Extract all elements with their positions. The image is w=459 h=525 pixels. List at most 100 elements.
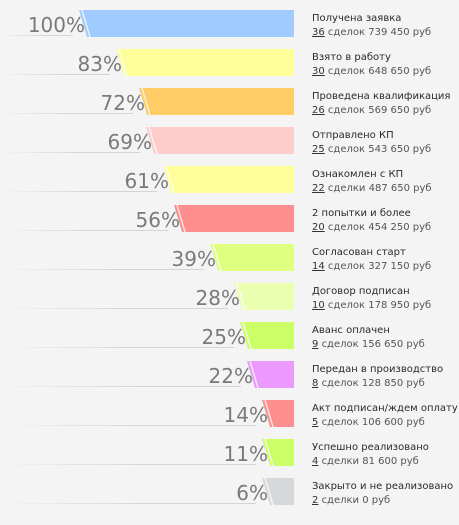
stage-bar-shape <box>247 361 294 388</box>
stage-baseline <box>0 503 256 504</box>
stage-bar-shape <box>79 10 294 37</box>
stage-count-link[interactable]: 25 <box>312 144 325 155</box>
stage-summary: 25 сделок 543 650 руб <box>312 144 431 156</box>
stage-title: Передан в производство <box>312 364 444 375</box>
funnel-stage: 56% 2 попытки и более 20 сделок 454 250 ру… <box>0 198 459 237</box>
funnel-stage: 22% Передан в производство 8 сделок 128 85… <box>0 354 459 393</box>
stage-bar <box>146 127 294 154</box>
stage-title: 2 попытки и более <box>312 208 411 219</box>
stage-details: сделки 0 руб <box>321 495 391 506</box>
stage-details: сделок 543 650 руб <box>327 144 432 155</box>
stage-bar <box>262 439 294 466</box>
stage-baseline <box>0 74 110 75</box>
stage-bar-shape <box>240 322 294 349</box>
stage-count-link[interactable]: 8 <box>312 378 319 389</box>
stage-percent: 25% <box>201 325 246 349</box>
funnel-stage: 14% Акт подписан/ждем оплату 5 сделок 106 … <box>0 393 459 432</box>
stage-bar-shape <box>262 478 294 505</box>
stage-title: Акт подписан/ждем оплату <box>312 403 458 414</box>
stage-bar <box>262 478 294 505</box>
stage-details: сделок 106 600 руб <box>321 417 425 428</box>
stage-summary: 22 сделки 487 650 руб <box>312 183 432 195</box>
stage-baseline <box>0 152 140 153</box>
stage-details: сделок 327 150 руб <box>327 261 432 272</box>
stage-bar <box>163 166 294 193</box>
stage-bar <box>247 361 294 388</box>
stage-title: Отправлено КП <box>312 130 394 141</box>
funnel-stage: 25% Аванс оплачен 9 сделок 156 650 руб <box>0 315 459 354</box>
stage-count-link[interactable]: 30 <box>312 66 325 77</box>
stage-baseline <box>0 464 256 465</box>
stage-details: сделок 178 950 руб <box>327 300 432 311</box>
stage-percent: 28% <box>195 286 240 310</box>
stage-count-link[interactable]: 20 <box>312 222 325 233</box>
stage-percent: 39% <box>171 247 216 271</box>
stage-bar-shape <box>174 205 294 232</box>
stage-summary: 26 сделок 569 650 руб <box>312 105 431 117</box>
stage-summary: 2 сделки 0 руб <box>312 495 390 507</box>
stage-bar-shape <box>139 88 294 115</box>
funnel-stage: 61% Ознакомлен с КП 22 сделки 487 650 руб <box>0 159 459 198</box>
stage-summary: 36 сделок 739 450 руб <box>312 27 431 39</box>
stage-baseline <box>0 191 157 192</box>
stage-count-link[interactable]: 26 <box>312 105 325 116</box>
stage-bar <box>210 244 294 271</box>
funnel-stage: 72% Проведена квалификация 26 сделок 569 6… <box>0 81 459 120</box>
stage-bar-shape <box>146 127 294 154</box>
stage-details: сделок 739 450 руб <box>327 27 432 38</box>
funnel-stage: 6% Закрыто и не реализовано 2 сделки 0 руб <box>0 471 459 510</box>
stage-count-link[interactable]: 5 <box>312 417 319 428</box>
stage-title: Закрыто и не реализовано <box>312 481 454 492</box>
stage-details: сделок 648 650 руб <box>327 66 432 77</box>
stage-count-link[interactable]: 22 <box>312 183 325 194</box>
stage-count-link[interactable]: 36 <box>312 27 325 38</box>
stage-details: сделок 569 650 руб <box>327 105 432 116</box>
stage-percent: 69% <box>107 130 152 154</box>
funnel-stage: 100% Получена заявка 36 сделок 739 450 руб <box>0 3 459 42</box>
stage-percent: 56% <box>135 208 180 232</box>
stage-title: Ознакомлен с КП <box>312 169 404 180</box>
stage-details: сделок 156 650 руб <box>321 339 425 350</box>
funnel-stage: 39% Согласован старт 14 сделок 327 150 руб <box>0 237 459 276</box>
stage-percent: 14% <box>223 403 268 427</box>
stage-summary: 20 сделок 454 250 руб <box>312 222 431 234</box>
stage-percent: 6% <box>236 481 268 505</box>
stage-title: Согласован старт <box>312 247 406 258</box>
funnel-stage: 28% Договор подписан 10 сделок 178 950 руб <box>0 276 459 315</box>
stage-bar <box>79 10 294 37</box>
stage-title: Договор подписан <box>312 286 410 297</box>
stage-bar-shape <box>234 283 294 310</box>
stage-count-link[interactable]: 14 <box>312 261 325 272</box>
stage-bar <box>174 205 294 232</box>
stage-details: сделок 128 850 руб <box>321 378 425 389</box>
stage-baseline <box>0 230 168 231</box>
funnel-stage: 83% Взято в работу 30 сделок 648 650 руб <box>0 42 459 81</box>
stage-details: сделки 487 650 руб <box>327 183 432 194</box>
stage-summary: 8 сделок 128 850 руб <box>312 378 425 390</box>
stage-count-link[interactable]: 2 <box>312 495 319 506</box>
stage-summary: 14 сделок 327 150 руб <box>312 261 431 273</box>
funnel-stage: 11% Успешно реализовано 4 сделки 81 600 ру… <box>0 432 459 471</box>
stage-title: Взято в работу <box>312 52 391 63</box>
stage-details: сделок 454 250 руб <box>327 222 432 233</box>
stage-baseline <box>0 386 241 387</box>
stage-bar <box>116 49 294 76</box>
stage-count-link[interactable]: 10 <box>312 300 325 311</box>
stage-bar <box>139 88 294 115</box>
stage-details: сделки 81 600 руб <box>321 456 419 467</box>
stage-summary: 4 сделки 81 600 руб <box>312 456 419 468</box>
stage-percent: 83% <box>77 52 122 76</box>
stage-bar-shape <box>262 400 294 427</box>
stage-percent: 22% <box>208 364 253 388</box>
stage-count-link[interactable]: 9 <box>312 339 319 350</box>
stage-baseline <box>0 425 256 426</box>
stage-baseline <box>0 269 204 270</box>
stage-count-link[interactable]: 4 <box>312 456 319 467</box>
stage-summary: 10 сделок 178 950 руб <box>312 300 431 312</box>
funnel-stage: 69% Отправлено КП 25 сделок 543 650 руб <box>0 120 459 159</box>
stage-baseline <box>0 308 228 309</box>
stage-title: Аванс оплачен <box>312 325 390 336</box>
stage-summary: 5 сделок 106 600 руб <box>312 417 425 429</box>
stage-bar-shape <box>262 439 294 466</box>
